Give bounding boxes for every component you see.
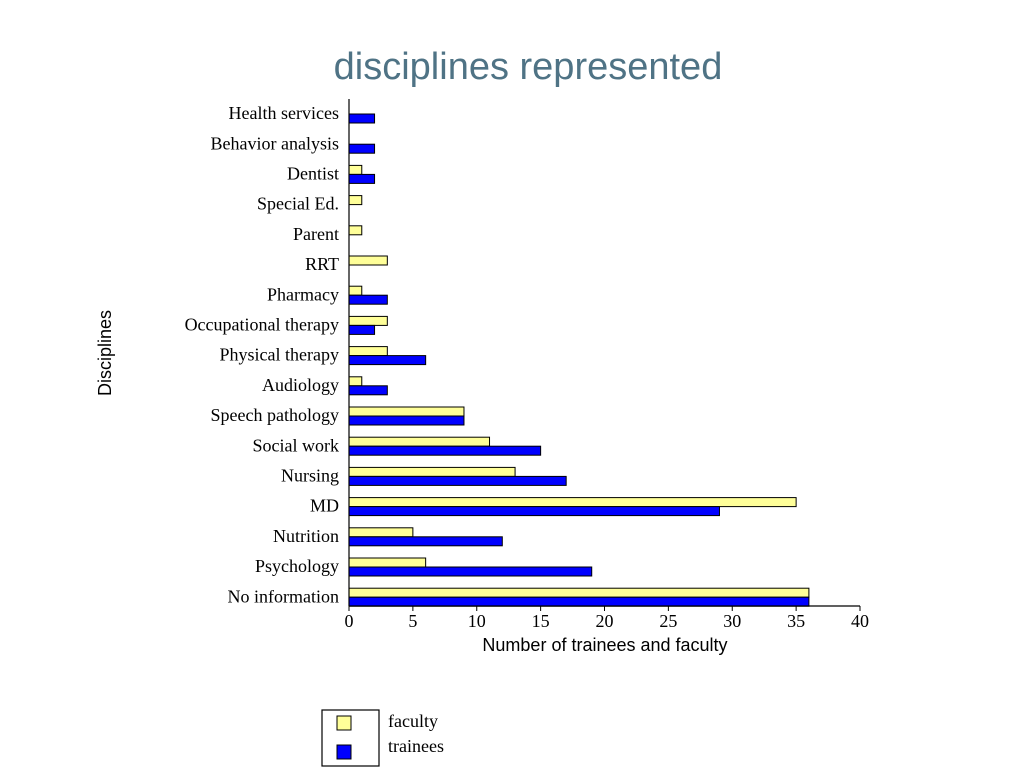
bar-faculty-parent — [348, 225, 363, 236]
bar-trainees-pharmacy — [348, 294, 388, 305]
category-label-behavior-analysis: Behavior analysis — [211, 133, 339, 153]
bar-trainees-health-services — [348, 113, 376, 124]
bar-faculty-speech-pathology — [348, 406, 465, 417]
legend-label-faculty: faculty — [388, 711, 438, 731]
bar-trainees-md — [348, 506, 720, 517]
category-label-physical-therapy: Physical therapy — [220, 345, 339, 365]
category-label-nutrition: Nutrition — [273, 526, 339, 546]
bar-trainees-psychology — [348, 566, 593, 577]
bar-trainees-behavior-analysis — [348, 143, 376, 154]
category-label-md: MD — [310, 496, 339, 516]
category-label-no-information: No information — [228, 586, 339, 606]
category-label-special-ed: Special Ed. — [257, 194, 339, 214]
bar-faculty-dentist — [348, 164, 363, 175]
y-axis-title: Disciplines — [95, 310, 115, 396]
bar-trainees-social-work — [348, 445, 542, 456]
category-label-speech-pathology: Speech pathology — [211, 405, 339, 425]
category-label-pharmacy: Pharmacy — [267, 284, 339, 304]
bar-trainees-dentist — [348, 173, 376, 184]
bar-faculty-social-work — [348, 436, 491, 447]
x-tick-label: 35 — [787, 611, 805, 631]
category-label-nursing: Nursing — [281, 466, 339, 486]
legend-box — [321, 709, 380, 767]
bar-trainees-speech-pathology — [348, 415, 465, 426]
bar-trainees-nutrition — [348, 536, 503, 547]
category-label-parent: Parent — [293, 224, 339, 244]
category-label-occupational-therapy: Occupational therapy — [185, 315, 339, 335]
x-tick-label: 25 — [659, 611, 677, 631]
category-label-audiology: Audiology — [262, 375, 339, 395]
category-labels: Health services Behavior analysis Dentist S… — [185, 103, 339, 606]
legend: faculty trainees — [321, 709, 444, 767]
bar-trainees-occupational-therapy — [348, 324, 376, 335]
x-axis-title: Number of trainees and faculty — [482, 635, 727, 655]
bar-trainees-physical-therapy — [348, 355, 427, 366]
axes — [348, 99, 860, 607]
x-tick-label: 10 — [468, 611, 486, 631]
legend-swatch-trainees — [336, 744, 352, 760]
bar-faculty-pharmacy — [348, 285, 363, 296]
category-label-psychology: Psychology — [255, 556, 339, 576]
bar-faculty-rrt — [348, 255, 388, 266]
bars-group — [348, 113, 810, 607]
x-tick-label: 40 — [851, 611, 869, 631]
x-tick-label: 30 — [723, 611, 741, 631]
x-tick-label: 20 — [596, 611, 614, 631]
bar-trainees-audiology — [348, 385, 388, 396]
bar-faculty-psychology — [348, 557, 427, 568]
x-tick-label: 5 — [408, 611, 417, 631]
category-label-dentist: Dentist — [287, 164, 339, 184]
x-ticks: 0 5 10 15 20 25 30 35 40 — [345, 606, 869, 631]
category-label-health-services: Health services — [229, 103, 339, 123]
bar-faculty-no-information — [348, 587, 810, 598]
bar-trainees-nursing — [348, 475, 567, 486]
bar-faculty-audiology — [348, 376, 363, 387]
x-tick-label: 15 — [532, 611, 550, 631]
bar-faculty-md — [348, 497, 797, 508]
bar-faculty-occupational-therapy — [348, 315, 388, 326]
legend-swatch-faculty — [336, 715, 352, 731]
bar-faculty-nutrition — [348, 527, 414, 538]
bar-faculty-physical-therapy — [348, 346, 388, 357]
bar-faculty-nursing — [348, 466, 516, 477]
bar-faculty-special-ed — [348, 195, 363, 206]
x-tick-label: 0 — [345, 611, 354, 631]
category-label-rrt: RRT — [305, 254, 339, 274]
category-label-social-work: Social work — [253, 435, 339, 455]
chart-title: disciplines represented — [334, 46, 723, 88]
bar-trainees-no-information — [348, 596, 810, 607]
legend-label-trainees: trainees — [388, 736, 444, 756]
